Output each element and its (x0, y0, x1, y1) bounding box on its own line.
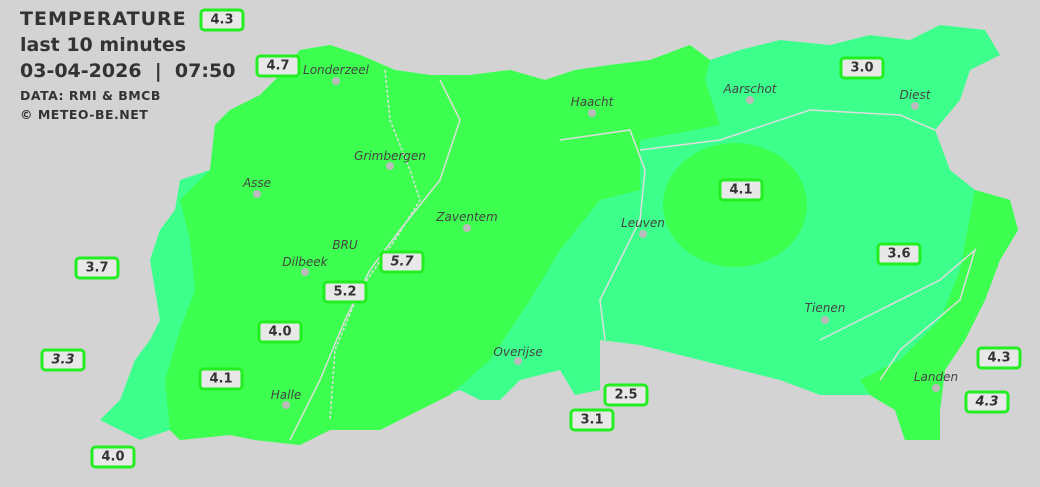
border-line (819, 247, 977, 381)
city-dot (253, 190, 261, 198)
station-value[interactable]: 4.3 (964, 390, 1010, 414)
city-dot (386, 162, 394, 170)
city-dot (911, 102, 919, 110)
city-dot (282, 401, 290, 409)
map-subtitle: last 10 minutes (20, 34, 187, 56)
station-value[interactable]: 3.7 (74, 256, 120, 280)
station-value[interactable]: 4.1 (198, 367, 244, 391)
border-line (639, 109, 936, 151)
city-label: Aarschot (723, 82, 777, 96)
city-label: BRU (332, 238, 358, 252)
station-value[interactable]: 3.1 (569, 408, 615, 432)
city-label: Asse (242, 176, 272, 190)
station-value[interactable]: 5.2 (322, 280, 368, 304)
station-value[interactable]: 4.1 (718, 178, 764, 202)
city-label: Dilbeek (282, 255, 328, 269)
map-datetime: 03-04-2026 | 07:50 (20, 60, 236, 82)
border-line (559, 129, 646, 341)
city-label: Overijse (493, 345, 543, 359)
city-dot (746, 96, 754, 104)
city-dot (463, 224, 471, 232)
data-source: DATA: RMI & BMCB (20, 88, 161, 103)
station-value[interactable]: 4.3 (199, 8, 245, 32)
copyright: © METEO-BE.NET (20, 107, 149, 122)
station-value[interactable]: 4.7 (255, 54, 301, 78)
region-warm-zone-west (165, 45, 720, 445)
city-dot (332, 77, 340, 85)
station-value[interactable]: 4.3 (976, 346, 1022, 370)
city-label: Haacht (570, 95, 614, 109)
city-label: Landen (913, 370, 959, 384)
map-title: TEMPERATURE (20, 8, 187, 30)
station-value[interactable]: 5.7 (379, 250, 425, 274)
city-dot (588, 109, 596, 117)
city-label: Zaventem (436, 210, 498, 224)
station-value[interactable]: 2.5 (603, 383, 649, 407)
border-line (289, 79, 461, 441)
city-dot (821, 316, 829, 324)
city-label: Londerzeel (303, 63, 369, 77)
city-dot (301, 268, 309, 276)
region-warm-zone-southeast (860, 190, 1018, 440)
city-label: Diest (899, 88, 931, 102)
city-dot (932, 384, 940, 392)
city-label: Grimbergen (354, 149, 426, 163)
station-value[interactable]: 4.0 (90, 445, 136, 469)
city-label: Halle (270, 388, 302, 402)
city-dot (639, 230, 647, 238)
station-value[interactable]: 3.3 (40, 348, 86, 372)
station-value[interactable]: 3.0 (839, 56, 885, 80)
station-value[interactable]: 3.6 (876, 242, 922, 266)
city-label: Leuven (621, 216, 665, 230)
region-warm-zone-east (663, 143, 807, 267)
city-dot (514, 357, 522, 365)
station-value[interactable]: 4.0 (257, 320, 303, 344)
city-label: Tienen (804, 301, 846, 315)
